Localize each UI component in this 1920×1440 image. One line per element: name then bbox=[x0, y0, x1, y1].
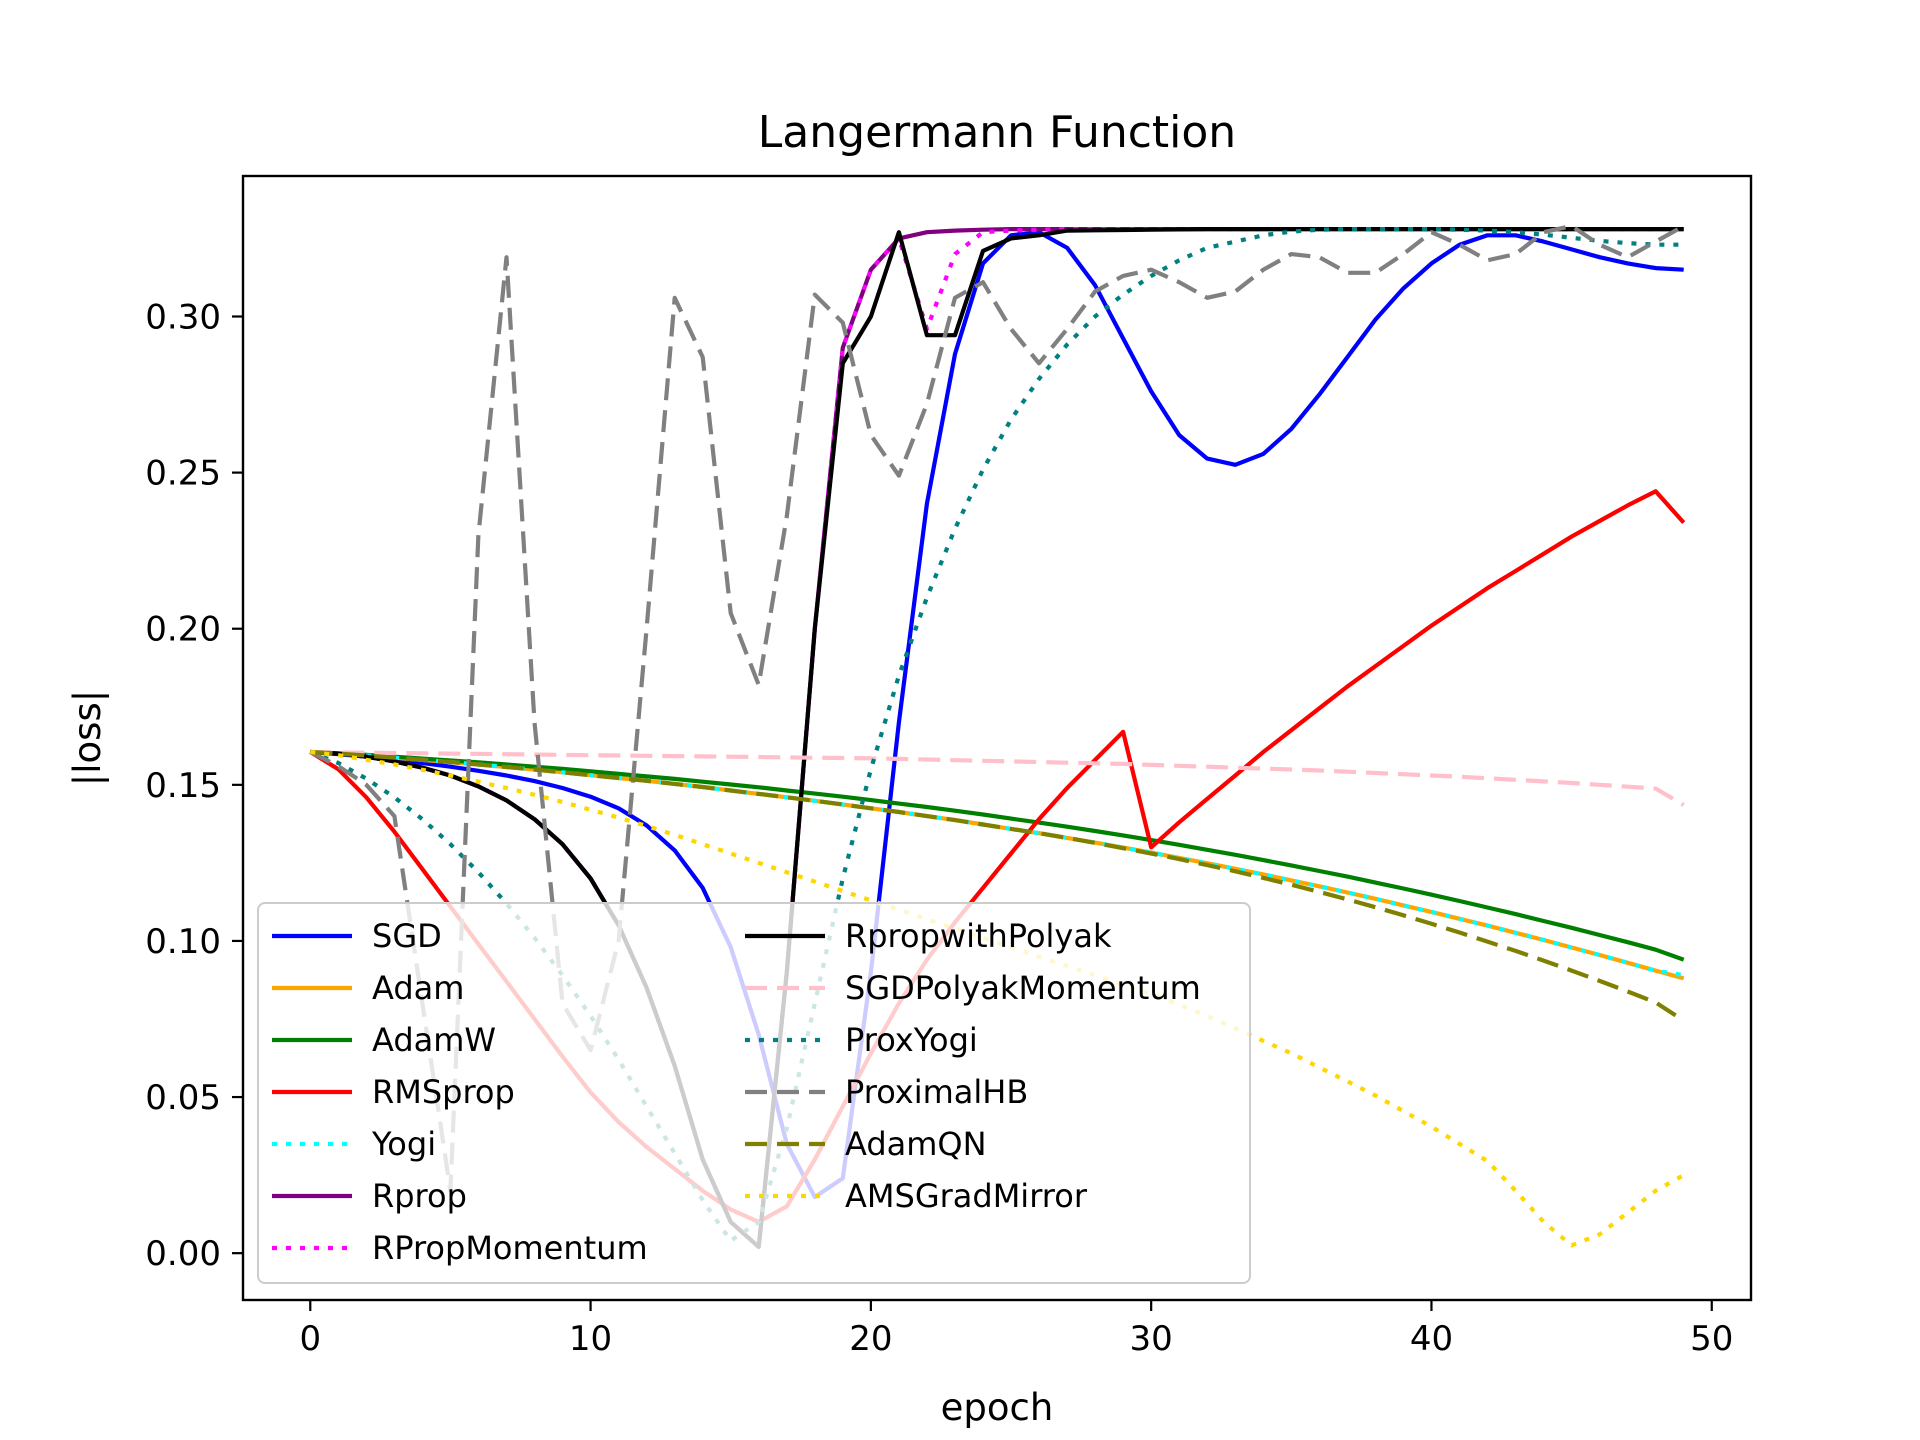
x-tick-label: 10 bbox=[569, 1319, 612, 1359]
series-line-adamqn bbox=[310, 749, 1685, 1023]
legend-label-sgdpolyakmomentum: SGDPolyakMomentum bbox=[845, 969, 1201, 1007]
legend-label-rpropmomentum: RPropMomentum bbox=[372, 1229, 648, 1267]
legend-label-sgd: SGD bbox=[372, 917, 442, 955]
y-axis: 0.00 0.05 0.10 0.15 0.20 0.25 0.30 bbox=[145, 298, 243, 1274]
series-line-sgdpolyakmomentum bbox=[310, 749, 1685, 807]
y-tick-label: 0.25 bbox=[145, 454, 221, 494]
x-tick-label: 50 bbox=[1690, 1319, 1733, 1359]
legend-label-adamw: AdamW bbox=[372, 1021, 496, 1059]
legend-label-yogi: Yogi bbox=[371, 1125, 436, 1163]
x-tick-label: 30 bbox=[1130, 1319, 1173, 1359]
legend: SGD Adam AdamW RMSprop Yogi Rprop RPropMomentu… bbox=[257, 902, 1251, 1284]
series-line-sgd bbox=[310, 230, 1684, 1200]
chart-title: Langermann Function bbox=[758, 107, 1236, 158]
x-tick-label: 20 bbox=[849, 1319, 892, 1359]
legend-label-rmsprop: RMSprop bbox=[372, 1073, 515, 1111]
y-axis-title: |loss| bbox=[66, 690, 109, 786]
series-line-proxyogi bbox=[309, 227, 1684, 1243]
legend-label-proximalhb: ProximalHB bbox=[845, 1073, 1028, 1111]
legend-label-proxyogi: ProxYogi bbox=[845, 1021, 978, 1059]
legend-label-adam: Adam bbox=[372, 969, 464, 1007]
legend-label-rpropwithpolyak: RpropwithPolyak bbox=[845, 917, 1112, 955]
y-tick-label: 0.30 bbox=[145, 298, 221, 338]
y-tick-label: 0.10 bbox=[145, 922, 221, 962]
x-tick-label: 40 bbox=[1410, 1319, 1453, 1359]
legend-label-rprop: Rprop bbox=[372, 1177, 467, 1215]
legend-label-amsgradmirror: AMSGradMirror bbox=[845, 1177, 1088, 1215]
legend-label-adamqn: AdamQN bbox=[845, 1125, 987, 1163]
x-axis-title: epoch bbox=[941, 1386, 1054, 1429]
y-tick-label: 0.00 bbox=[145, 1234, 221, 1274]
plot-frame bbox=[241, 174, 1753, 1302]
y-tick-label: 0.15 bbox=[145, 766, 221, 806]
x-axis: 0 10 20 30 40 50 bbox=[299, 1300, 1733, 1359]
x-tick-label: 0 bbox=[299, 1319, 321, 1359]
y-tick-label: 0.05 bbox=[145, 1078, 221, 1118]
y-tick-label: 0.20 bbox=[145, 610, 221, 650]
